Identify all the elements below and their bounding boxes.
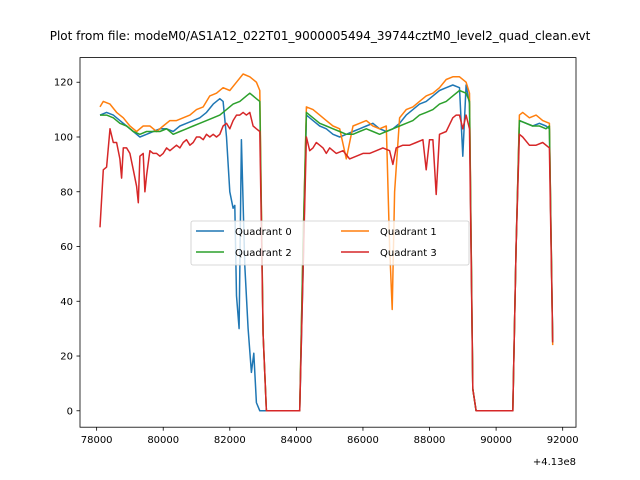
x-tick-label: 90000 — [480, 435, 512, 446]
x-tick-label: 84000 — [280, 435, 312, 446]
series-line-quadrant-0 — [99, 84, 554, 412]
y-tick-label: 100 — [54, 132, 73, 143]
legend-box — [190, 220, 470, 266]
legend-label: Quadrant 2 — [235, 248, 292, 259]
y-tick-label: 20 — [60, 352, 73, 363]
legend-label: Quadrant 0 — [235, 227, 292, 238]
x-axis: 78000 80000 82000 84000 86000 88000 90000 92000 — [81, 427, 579, 446]
y-axis: 0 20 40 60 80 100 120 — [54, 78, 80, 417]
y-tick-label: 120 — [54, 78, 73, 89]
series-line-quadrant-2 — [100, 89, 554, 412]
x-tick-label: 92000 — [547, 435, 579, 446]
y-tick-label: 60 — [60, 242, 73, 253]
legend-label: Quadrant 3 — [380, 248, 437, 259]
series-line-quadrant-1 — [99, 73, 554, 412]
y-tick-label: 40 — [60, 297, 73, 308]
y-tick-label: 80 — [60, 187, 73, 198]
legend: Quadrant 0 Quadrant 1 Quadrant 2 Quadrant 3 — [190, 220, 470, 266]
y-tick-label: 0 — [67, 406, 73, 417]
x-tick-label: 86000 — [347, 435, 379, 446]
chart-title: Plot from file: modeM0/AS1A12_022T01_900… — [50, 29, 591, 43]
x-tick-label: 78000 — [81, 435, 113, 446]
plot-frame — [79, 57, 577, 428]
plot-lines — [99, 73, 554, 412]
x-tick-label: 82000 — [214, 435, 246, 446]
x-axis-offset-label: +4.13e8 — [533, 457, 576, 468]
legend-label: Quadrant 1 — [380, 227, 437, 238]
x-tick-label: 88000 — [414, 435, 446, 446]
series-line-quadrant-3 — [99, 111, 554, 412]
x-tick-label: 80000 — [147, 435, 179, 446]
